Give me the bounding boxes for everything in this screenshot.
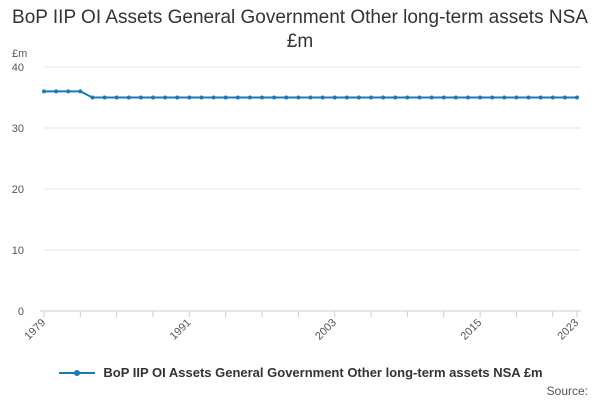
data-point — [478, 95, 483, 100]
axes: 0 10 20 30 40 1979 1991 2003 2015 2023 — [12, 62, 581, 343]
data-point — [235, 95, 240, 100]
data-point — [247, 95, 252, 100]
data-point — [562, 95, 567, 100]
x-tick-label: 1991 — [168, 317, 194, 343]
data-point — [575, 95, 579, 100]
data-point — [102, 95, 107, 100]
data-point — [441, 95, 446, 100]
source-label: Source: — [546, 384, 588, 398]
data-point — [211, 95, 216, 100]
data-point — [405, 95, 410, 100]
data-point — [308, 95, 313, 100]
x-tick-label: 2023 — [555, 317, 581, 343]
y-tick-label: 30 — [12, 123, 24, 135]
data-point — [90, 95, 95, 100]
data-point — [550, 95, 555, 100]
data-point — [502, 95, 507, 100]
data-point — [42, 89, 46, 94]
data-point — [514, 95, 519, 100]
data-point — [526, 95, 531, 100]
data-point — [199, 95, 204, 100]
x-tick-label: 2015 — [459, 317, 485, 343]
data-point — [453, 95, 458, 100]
data-point — [223, 95, 228, 100]
x-tick-label: 2003 — [313, 317, 339, 343]
y-tick-label: 0 — [18, 306, 24, 318]
series-layer — [42, 89, 579, 100]
x-tick-label: 1979 — [22, 317, 48, 343]
data-point — [393, 95, 398, 100]
y-tick-label: 10 — [12, 245, 24, 257]
data-point — [114, 95, 119, 100]
data-point — [344, 95, 349, 100]
data-point — [78, 89, 83, 94]
legend-label: BoP IIP OI Assets General Government Oth… — [103, 365, 543, 380]
data-point — [332, 95, 337, 100]
y-tick-label: 40 — [12, 62, 24, 74]
data-point — [175, 95, 180, 100]
data-point — [260, 95, 265, 100]
data-point — [490, 95, 495, 100]
data-point — [284, 95, 289, 100]
data-point — [369, 95, 374, 100]
data-point — [296, 95, 301, 100]
data-point — [187, 95, 192, 100]
data-point — [538, 95, 543, 100]
data-point — [356, 95, 361, 100]
data-point — [465, 95, 470, 100]
data-point — [54, 89, 59, 94]
data-point — [320, 95, 325, 100]
data-point — [429, 95, 434, 100]
chart-title: BoP IIP OI Assets General Government Oth… — [12, 7, 588, 52]
legend: BoP IIP OI Assets General Government Oth… — [0, 365, 600, 380]
data-point — [151, 95, 156, 100]
data-point — [163, 95, 168, 100]
y-tick-label: 20 — [12, 184, 24, 196]
data-point — [126, 95, 131, 100]
data-point — [272, 95, 277, 100]
data-point — [66, 89, 71, 94]
y-axis-unit-label: £m — [12, 48, 27, 60]
data-point — [381, 95, 386, 100]
data-point — [138, 95, 143, 100]
gridlines — [44, 66, 581, 251]
data-point — [417, 95, 422, 100]
legend-line-marker-icon — [59, 369, 96, 376]
